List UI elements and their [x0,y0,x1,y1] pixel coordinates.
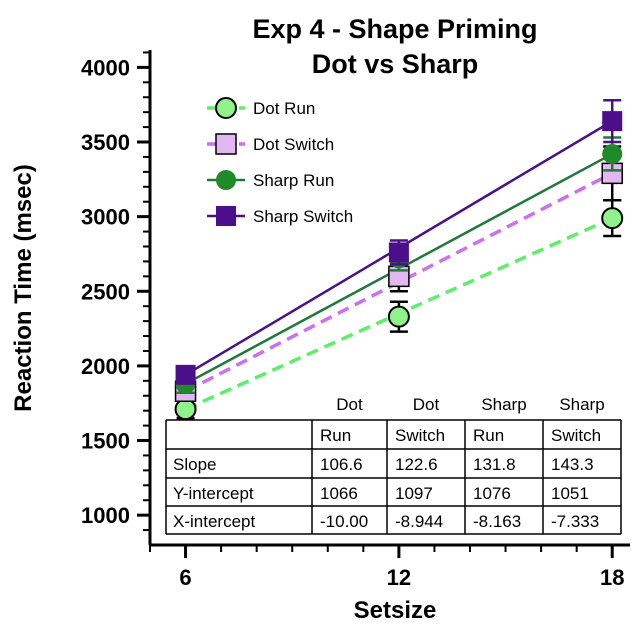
table-header-top: Sharp [559,395,604,414]
table-cell: -8.163 [473,512,521,531]
data-point [602,143,623,164]
legend-marker [216,170,236,190]
table-header-top: Dot [413,395,440,414]
series-markers-sharp-run [175,136,623,395]
legend-item: Sharp Switch [207,206,353,226]
x-tick-label: 12 [387,565,411,590]
table-cell: 1051 [551,484,589,503]
table-header-bottom: Run [320,426,351,445]
plot-area [174,98,624,421]
x-axis-label: Setsize [354,597,437,624]
x-tick-label: 18 [600,565,624,590]
table-row-label: Slope [173,455,216,474]
table-cell: 106.6 [320,455,363,474]
table-cell: 1097 [395,484,433,503]
y-tick-label: 3000 [81,205,130,230]
y-tick-label: 2500 [81,279,130,304]
legend-marker [215,97,237,119]
data-point [174,398,197,421]
data-point [388,242,409,263]
series-markers-dot-run [174,198,624,421]
legend-item: Dot Switch [207,133,334,155]
table-cell: -8.944 [395,512,443,531]
table-cell: 1066 [320,484,358,503]
table-bg [166,420,621,534]
legend-marker [216,206,236,226]
y-axis-label: Reaction Time (msec) [10,164,37,412]
table-header-top: Sharp [481,395,526,414]
y-tick-label: 1500 [81,429,130,454]
table-header-bottom: Switch [551,426,601,445]
table-header-bottom: Run [473,426,504,445]
legend-label: Dot Switch [253,135,334,154]
table-header-bottom: Switch [395,426,445,445]
table-cell: 143.3 [551,455,594,474]
table-cell: 131.8 [473,455,516,474]
x-tick-label: 6 [179,565,191,590]
y-tick-label: 2000 [81,354,130,379]
data-point [601,207,624,230]
table-cell: -10.00 [320,512,368,531]
y-tick-label: 3500 [81,130,130,155]
legend-label: Sharp Run [253,171,334,190]
axes: 1000 1500 2000 2500 3000 3500 4000 6 12 18 [81,50,630,590]
chart-title-line1: Exp 4 - Shape Priming [252,14,537,44]
legend-label: Sharp Switch [253,207,353,226]
stats-table: Dot Dot Sharp Sharp Run Switch Run Switch Slope 1… [165,395,622,535]
table-header-top: Dot [336,395,363,414]
legend: Dot Run Dot Switch Sharp Run Sharp Switch [207,97,353,226]
table-row-label: X-intercept [173,512,255,531]
legend-item: Dot Run [207,97,315,119]
series-markers-sharp-switch [175,98,623,385]
data-point [387,305,410,328]
legend-marker [215,133,237,155]
y-tick-label: 4000 [81,55,130,80]
y-tick-label: 1000 [81,503,130,528]
legend-label: Dot Run [253,99,315,118]
table-row-label: Y-intercept [173,484,254,503]
chart-title-line2: Dot vs Sharp [312,49,479,79]
table-cell: -7.333 [551,512,599,531]
legend-item: Sharp Run [207,170,334,190]
data-point [602,111,623,132]
table-cell: 122.6 [395,455,438,474]
data-point [175,364,196,385]
table-cell: 1076 [473,484,511,503]
